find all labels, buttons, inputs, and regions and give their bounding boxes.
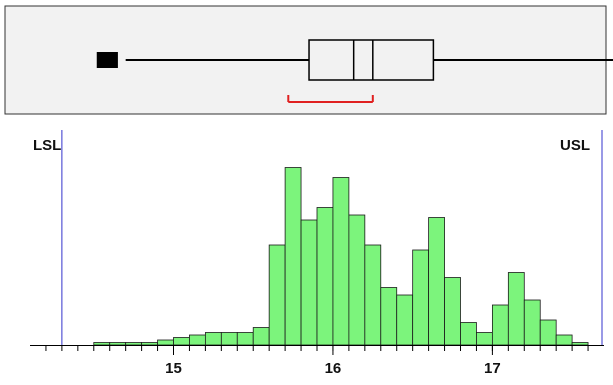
histogram-bar <box>189 334 206 346</box>
histogram-bar <box>93 342 111 346</box>
histogram-bar <box>412 249 430 346</box>
histogram-bar <box>523 299 541 346</box>
histogram-bar <box>348 214 366 346</box>
histogram-bar <box>300 219 318 346</box>
histogram-bar <box>555 334 573 346</box>
histogram-bar <box>204 332 222 346</box>
histogram-bar <box>316 207 334 346</box>
histogram-bar <box>380 287 398 346</box>
histogram-bar <box>428 217 445 346</box>
histogram-bar <box>268 244 286 346</box>
iqr-box <box>308 39 435 81</box>
histogram-bar <box>173 337 190 346</box>
histogram-bar <box>141 342 158 346</box>
histogram-bar <box>460 322 477 346</box>
outlier-point <box>101 52 112 68</box>
histogram-bar <box>125 342 143 346</box>
histogram-bar <box>284 167 302 346</box>
histogram-bar <box>571 342 589 346</box>
histogram-layer <box>93 167 589 346</box>
histogram-bar <box>236 332 254 346</box>
x-ticks: 15 16 17 <box>45 346 589 377</box>
histogram-bar <box>507 272 525 346</box>
histogram-bar <box>332 177 350 346</box>
x-tick-label: 16 <box>325 360 342 377</box>
histogram-bar <box>491 304 509 346</box>
histogram-bar <box>396 294 414 346</box>
histogram-bar <box>109 342 127 346</box>
histogram-bar <box>220 332 238 346</box>
histogram-bar <box>539 319 557 346</box>
histogram-bar <box>157 339 174 346</box>
x-tick-label: 17 <box>484 360 501 377</box>
usl-label: USL <box>560 137 590 154</box>
histogram-bar <box>476 332 493 346</box>
histogram-bar <box>252 327 270 346</box>
lsl-label: LSL <box>33 137 61 154</box>
outlier-point <box>107 52 118 68</box>
histogram-bar <box>364 244 382 346</box>
x-tick-label: 15 <box>165 360 182 377</box>
histogram-bar <box>444 277 461 346</box>
boxplot-layer <box>96 39 613 103</box>
